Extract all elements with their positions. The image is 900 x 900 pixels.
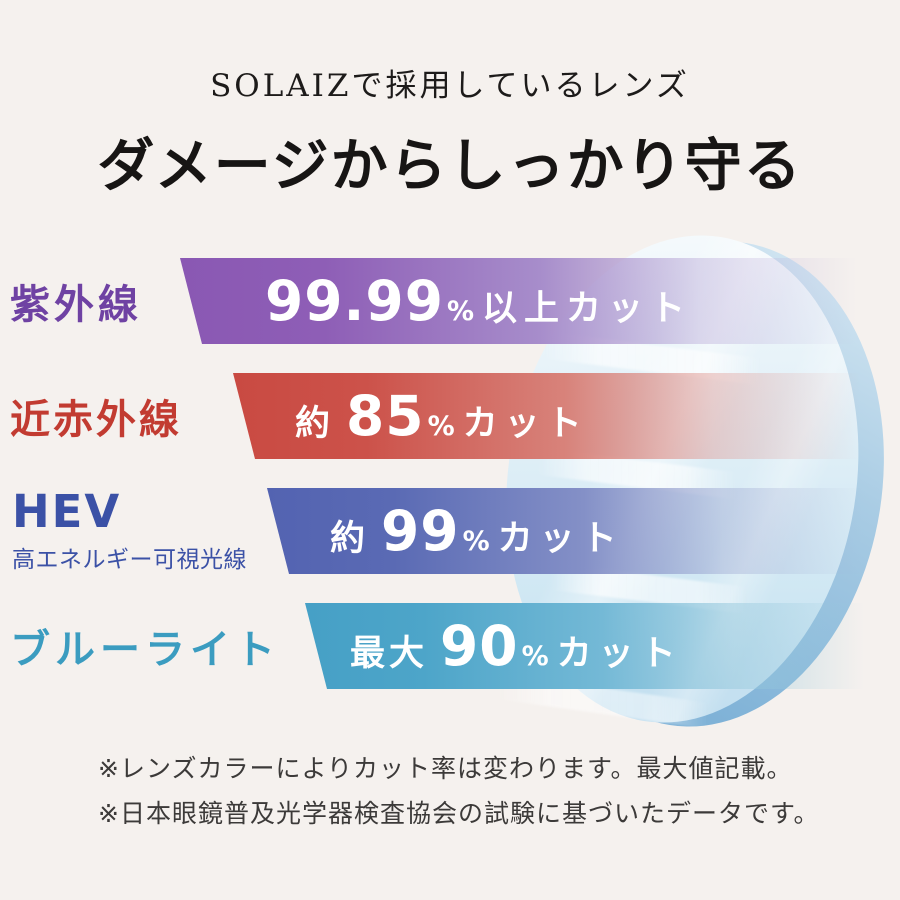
row-label-near-infrared: 近赤外線 bbox=[10, 373, 182, 459]
bar-near-infrared-value: 約 85% カット bbox=[295, 384, 589, 448]
bar-hev: 約 99% カット bbox=[267, 488, 900, 574]
bar-uv-value: 99.99% 以上カット bbox=[265, 269, 692, 333]
bar-hev-number: 99 bbox=[381, 499, 460, 563]
bar-uv-number: 99.99 bbox=[265, 269, 444, 333]
bar-hev-value: 約 99% カット bbox=[330, 499, 624, 563]
row-label-hev: HEV 高エネルギー可視光線 bbox=[12, 488, 247, 574]
bar-blue-light: 最大 90% カット bbox=[305, 603, 900, 689]
header-title: ダメージからしっかり守る bbox=[97, 132, 803, 199]
bar-hev-unit: % bbox=[462, 526, 490, 557]
bar-near-infrared-prefix: 約 bbox=[295, 404, 335, 444]
bar-near-infrared-shape bbox=[233, 373, 900, 459]
bar-blue-light-shape bbox=[305, 603, 900, 689]
bar-uv-unit: % bbox=[446, 296, 475, 327]
row-label-blue-light-text: ブルーライト bbox=[10, 627, 280, 673]
row-label-uv: 紫外線 bbox=[10, 258, 142, 344]
bar-near-infrared-number: 85 bbox=[346, 384, 425, 448]
bar-blue-light-number: 90 bbox=[440, 614, 519, 678]
row-label-near-infrared-text: 近赤外線 bbox=[10, 397, 182, 443]
bar-uv-shape bbox=[180, 258, 900, 344]
bar-uv-suffix: 以上カット bbox=[482, 289, 693, 329]
bar-blue-light-prefix: 最大 bbox=[350, 634, 429, 674]
row-label-uv-text: 紫外線 bbox=[10, 282, 142, 328]
bar-near-infrared: 約 85% カット bbox=[233, 373, 900, 459]
footnotes: ※レンズカラーによりカット率は変わります。最大値記載。 ※日本眼鏡普及光学器検査… bbox=[98, 756, 819, 826]
footnote-line: ※日本眼鏡普及光学器検査協会の試験に基づいたデータです。 bbox=[98, 799, 820, 828]
bar-blue-light-suffix: カット bbox=[556, 634, 683, 674]
bar-hev-shape bbox=[267, 488, 900, 574]
row-label-hev-subtext: 高エネルギー可視光線 bbox=[12, 546, 247, 573]
bar-near-infrared-unit: % bbox=[427, 411, 455, 442]
bar-near-infrared-suffix: カット bbox=[462, 404, 589, 444]
bar-uv: 99.99% 以上カット bbox=[180, 258, 900, 344]
bar-hev-suffix: カット bbox=[497, 519, 624, 559]
bar-hev-prefix: 約 bbox=[330, 519, 370, 559]
footnote-line: ※レンズカラーによりカット率は変わります。最大値記載。 bbox=[98, 754, 793, 783]
bar-blue-light-value: 最大 90% カット bbox=[350, 614, 683, 678]
header-subtitle: SOLAIZで採用しているレンズ bbox=[210, 68, 690, 104]
row-label-hev-text: HEV bbox=[12, 485, 122, 539]
row-label-blue-light: ブルーライト bbox=[10, 603, 280, 689]
bar-blue-light-unit: % bbox=[521, 641, 549, 672]
